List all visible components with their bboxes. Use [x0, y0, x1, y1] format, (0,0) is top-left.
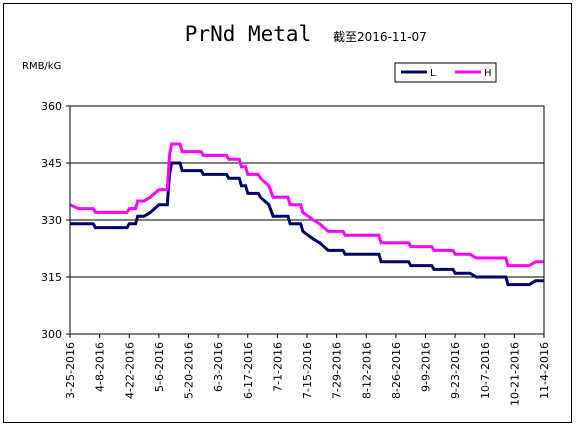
- x-tick-label-10-21-2016: 10-21-2016: [508, 342, 521, 406]
- x-tick-label-4-22-2016: 4-22-2016: [123, 342, 136, 399]
- series-line-l: [70, 161, 544, 287]
- legend-box: [394, 62, 497, 83]
- x-tick-label-5-6-2016: 5-6-2016: [153, 342, 166, 392]
- y-tick-label-300: 300: [41, 328, 62, 341]
- x-tick-label-8-12-2016: 8-12-2016: [360, 342, 373, 399]
- chart-title: PrNd Metal: [185, 22, 311, 46]
- x-tick-label-9-23-2016: 9-23-2016: [449, 342, 462, 399]
- x-axis: 3-25-2016 4-8-2016 4-22-2016 5-6-2016 5-20-2…: [64, 334, 551, 406]
- x-tick-label-3-25-2016: 3-25-2016: [64, 342, 77, 399]
- x-tick-label-7-29-2016: 7-29-2016: [331, 342, 344, 399]
- y-axis: 300 315 330 345 360: [41, 100, 70, 341]
- x-tick-label-6-17-2016: 6-17-2016: [242, 342, 255, 399]
- chart-subtitle: 截至2016-11-07: [333, 30, 427, 44]
- x-tick-label-5-20-2016: 5-20-2016: [183, 342, 196, 399]
- x-tick-label-7-1-2016: 7-1-2016: [271, 342, 284, 392]
- y-tick-label-345: 345: [41, 157, 62, 170]
- legend: L H: [394, 62, 497, 83]
- series-line-h: [69, 142, 544, 268]
- y-tick-label-330: 330: [41, 214, 62, 227]
- x-tick-label-9-9-2016: 9-9-2016: [420, 342, 433, 392]
- series-layer: [69, 142, 544, 287]
- y-tick-label-315: 315: [41, 271, 62, 284]
- x-tick-label-7-15-2016: 7-15-2016: [301, 342, 314, 399]
- gridlines: [70, 162, 544, 278]
- x-tick-label-6-3-2016: 6-3-2016: [212, 342, 225, 392]
- y-axis-unit: RMB/kG: [22, 61, 61, 72]
- y-tick-label-360: 360: [41, 100, 62, 113]
- legend-label-l: L: [430, 68, 436, 79]
- legend-label-h: H: [484, 68, 492, 79]
- x-tick-label-8-26-2016: 8-26-2016: [390, 342, 403, 399]
- x-tick-label-10-7-2016: 10-7-2016: [479, 342, 492, 399]
- x-tick-label-4-8-2016: 4-8-2016: [94, 342, 107, 392]
- x-tick-label-11-4-2016: 11-4-2016: [538, 342, 551, 399]
